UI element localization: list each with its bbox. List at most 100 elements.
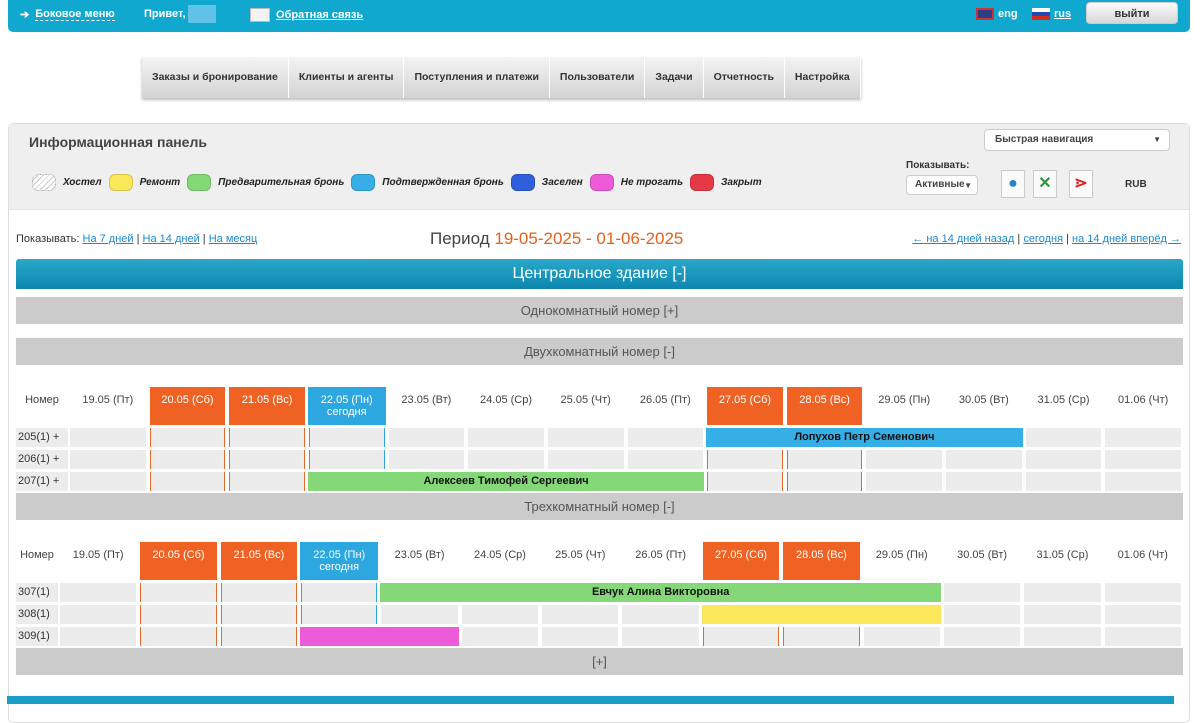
room-label[interactable]: 309(1)	[16, 627, 58, 646]
grid-cell[interactable]	[707, 472, 783, 491]
room-type-more[interactable]: [+]	[16, 648, 1183, 675]
grid-cell[interactable]	[388, 450, 465, 469]
grid-cell[interactable]	[149, 428, 226, 447]
grid-cell[interactable]	[461, 627, 539, 646]
grid-cell[interactable]	[707, 450, 783, 469]
grid-cell[interactable]	[542, 605, 619, 624]
room-type-triple[interactable]: Трехкомнатный номер [-]	[16, 493, 1183, 520]
grid-cell[interactable]	[220, 583, 298, 602]
grid-cell[interactable]	[308, 428, 385, 447]
menu-settings[interactable]: Настройка	[784, 57, 861, 98]
menu-users[interactable]: Пользователи	[549, 57, 646, 98]
grid-cell[interactable]	[946, 450, 1022, 469]
menu-orders[interactable]: Заказы и бронирование	[142, 57, 289, 98]
next-building-header[interactable]	[7, 696, 1174, 704]
grid-cell[interactable]	[70, 472, 146, 491]
grid-cell[interactable]	[60, 627, 137, 646]
grid-cell[interactable]	[627, 450, 704, 469]
grid-cell[interactable]	[943, 627, 1021, 646]
feedback-link[interactable]: Обратная связь	[276, 9, 364, 21]
grid-cell[interactable]	[866, 472, 943, 491]
quick-nav-select[interactable]: Быстрая навигация ▼	[984, 129, 1170, 151]
room-label[interactable]: 207(1) +	[16, 472, 68, 491]
booking-bar[interactable]	[701, 605, 941, 624]
pdf-export-icon[interactable]: ⋗	[1069, 170, 1093, 198]
grid-cell[interactable]	[468, 450, 544, 469]
grid-cell[interactable]	[1104, 605, 1181, 624]
grid-cell[interactable]	[220, 605, 298, 624]
grid-cell[interactable]	[301, 605, 378, 624]
grid-cell[interactable]	[542, 627, 619, 646]
grid-cell[interactable]	[943, 583, 1021, 602]
grid-cell[interactable]	[622, 627, 699, 646]
grid-cell[interactable]	[946, 472, 1022, 491]
grid-cell[interactable]	[140, 627, 217, 646]
lang-ru[interactable]: rus	[1054, 8, 1072, 20]
grid-cell[interactable]	[381, 605, 458, 624]
grid-cell[interactable]	[308, 450, 385, 469]
grid-cell[interactable]	[786, 472, 863, 491]
lang-en[interactable]: eng	[998, 8, 1018, 20]
booking-bar[interactable]: Евчук Алина Викторовна	[380, 583, 941, 602]
excel-export-icon[interactable]: ✕	[1033, 170, 1057, 198]
globe-icon[interactable]: ●	[1001, 170, 1025, 198]
grid-cell[interactable]	[1025, 472, 1102, 491]
grid-cell[interactable]	[547, 450, 624, 469]
back-14-days-link[interactable]: ← на 14 дней назад	[912, 233, 1015, 245]
14-days-link[interactable]: На 14 дней	[142, 233, 200, 245]
grid-cell[interactable]	[547, 428, 624, 447]
grid-cell[interactable]	[1105, 428, 1181, 447]
grid-cell[interactable]	[388, 428, 465, 447]
grid-cell[interactable]	[627, 428, 704, 447]
booking-bar[interactable]: Лопухов Петр Семенович	[706, 428, 1023, 447]
room-label[interactable]: 206(1) +	[16, 450, 68, 469]
grid-cell[interactable]	[1105, 472, 1181, 491]
grid-cell[interactable]	[229, 428, 305, 447]
grid-cell[interactable]	[140, 583, 217, 602]
logout-button[interactable]: выйти	[1086, 2, 1178, 24]
grid-cell[interactable]	[702, 627, 780, 646]
booking-bar[interactable]: Алексеев Тимофей Сергеевич	[307, 472, 705, 491]
forward-14-days-link[interactable]: на 14 дней вперёд →	[1072, 233, 1181, 245]
menu-tasks[interactable]: Задачи	[645, 57, 704, 98]
side-menu-toggle[interactable]: ➔ Боковое меню	[20, 8, 115, 21]
month-link[interactable]: На месяц	[208, 233, 258, 245]
grid-cell[interactable]	[622, 605, 699, 624]
today-link[interactable]: сегодня	[1023, 233, 1064, 245]
grid-cell[interactable]	[60, 605, 137, 624]
grid-cell[interactable]	[220, 627, 298, 646]
room-label[interactable]: 307(1)	[16, 583, 58, 602]
grid-cell[interactable]	[149, 472, 226, 491]
grid-cell[interactable]	[60, 583, 137, 602]
grid-cell[interactable]	[1024, 583, 1101, 602]
grid-cell[interactable]	[229, 450, 305, 469]
grid-cell[interactable]	[229, 472, 305, 491]
menu-reports[interactable]: Отчетность	[703, 57, 785, 98]
grid-cell[interactable]	[1025, 450, 1102, 469]
building-header[interactable]: Центральное здание [-]	[16, 259, 1183, 289]
grid-cell[interactable]	[468, 428, 544, 447]
booking-bar[interactable]	[300, 627, 459, 646]
room-label[interactable]: 205(1) +	[16, 428, 68, 447]
grid-cell[interactable]	[1104, 627, 1181, 646]
grid-cell[interactable]	[783, 627, 860, 646]
room-type-single[interactable]: Однокомнатный номер [+]	[16, 297, 1183, 324]
grid-cell[interactable]	[1104, 583, 1181, 602]
menu-payments[interactable]: Поступления и платежи	[404, 57, 550, 98]
room-label[interactable]: 308(1)	[16, 605, 58, 624]
side-menu-link[interactable]: Боковое меню	[35, 8, 115, 21]
grid-cell[interactable]	[1025, 428, 1102, 447]
grid-cell[interactable]	[301, 583, 378, 602]
grid-cell[interactable]	[1105, 450, 1181, 469]
grid-cell[interactable]	[461, 605, 539, 624]
grid-cell[interactable]	[1024, 627, 1101, 646]
grid-cell[interactable]	[786, 450, 863, 469]
show-filter-select[interactable]: Активные ▼	[906, 175, 978, 195]
grid-cell[interactable]	[943, 605, 1021, 624]
grid-cell[interactable]	[149, 450, 226, 469]
grid-cell[interactable]	[863, 627, 940, 646]
grid-cell[interactable]	[70, 428, 146, 447]
menu-clients[interactable]: Клиенты и агенты	[288, 57, 405, 98]
7-days-link[interactable]: На 7 дней	[82, 233, 134, 245]
grid-cell[interactable]	[70, 450, 146, 469]
